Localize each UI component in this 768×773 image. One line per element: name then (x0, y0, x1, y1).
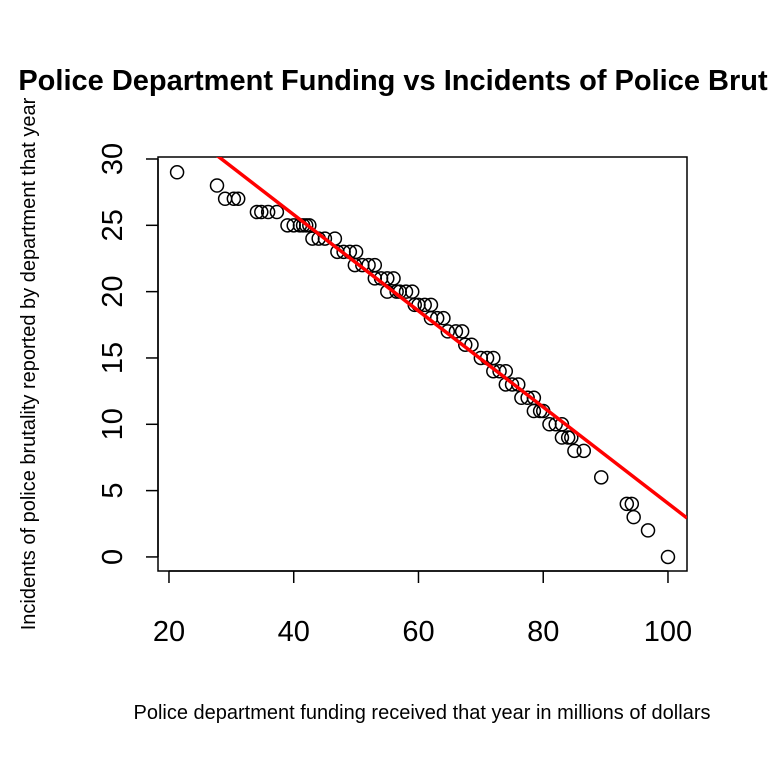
point (317, 231, 333, 246)
point (226, 191, 242, 207)
point (504, 377, 520, 392)
point (454, 324, 470, 339)
x-axis-label: Police department funding received that … (134, 702, 711, 724)
point (576, 443, 592, 459)
point (554, 430, 570, 445)
point (660, 549, 676, 565)
point (260, 204, 276, 220)
point (417, 297, 432, 313)
point (254, 204, 269, 220)
point (619, 496, 635, 512)
y-tick-label: 5 (97, 483, 129, 499)
y-axis-label: Incidents of police brutality reported b… (18, 97, 40, 630)
point (398, 284, 414, 299)
x-tick-label: 60 (402, 616, 434, 648)
y-tick-label: 25 (97, 209, 129, 241)
point (209, 178, 225, 193)
plot-frame (157, 156, 688, 572)
point (440, 324, 456, 339)
fit-line (216, 157, 687, 520)
y-tick-label: 30 (97, 143, 129, 175)
point (169, 165, 185, 180)
x-tick-label: 100 (644, 616, 692, 648)
point (567, 443, 582, 459)
x-tick-label: 80 (527, 616, 559, 648)
x-tick-label: 40 (278, 616, 310, 648)
point (564, 430, 579, 445)
point (249, 204, 265, 220)
y-tick-label: 0 (97, 549, 129, 565)
point (626, 509, 641, 525)
point (526, 403, 542, 419)
fit-line-group (216, 157, 687, 520)
y-tick-label: 10 (97, 408, 129, 440)
point (640, 523, 656, 538)
point (269, 204, 285, 220)
x-tick-label: 20 (153, 616, 185, 648)
point (436, 310, 451, 326)
point (520, 390, 535, 406)
point (458, 337, 473, 352)
point (386, 271, 401, 286)
point (230, 191, 246, 207)
y-tick-label: 20 (97, 276, 129, 308)
chart-title: Police Department Funding vs Incidents o… (18, 65, 768, 97)
point (492, 363, 507, 379)
point (302, 218, 317, 233)
y-tick-label: 15 (97, 342, 129, 374)
point (593, 470, 609, 485)
